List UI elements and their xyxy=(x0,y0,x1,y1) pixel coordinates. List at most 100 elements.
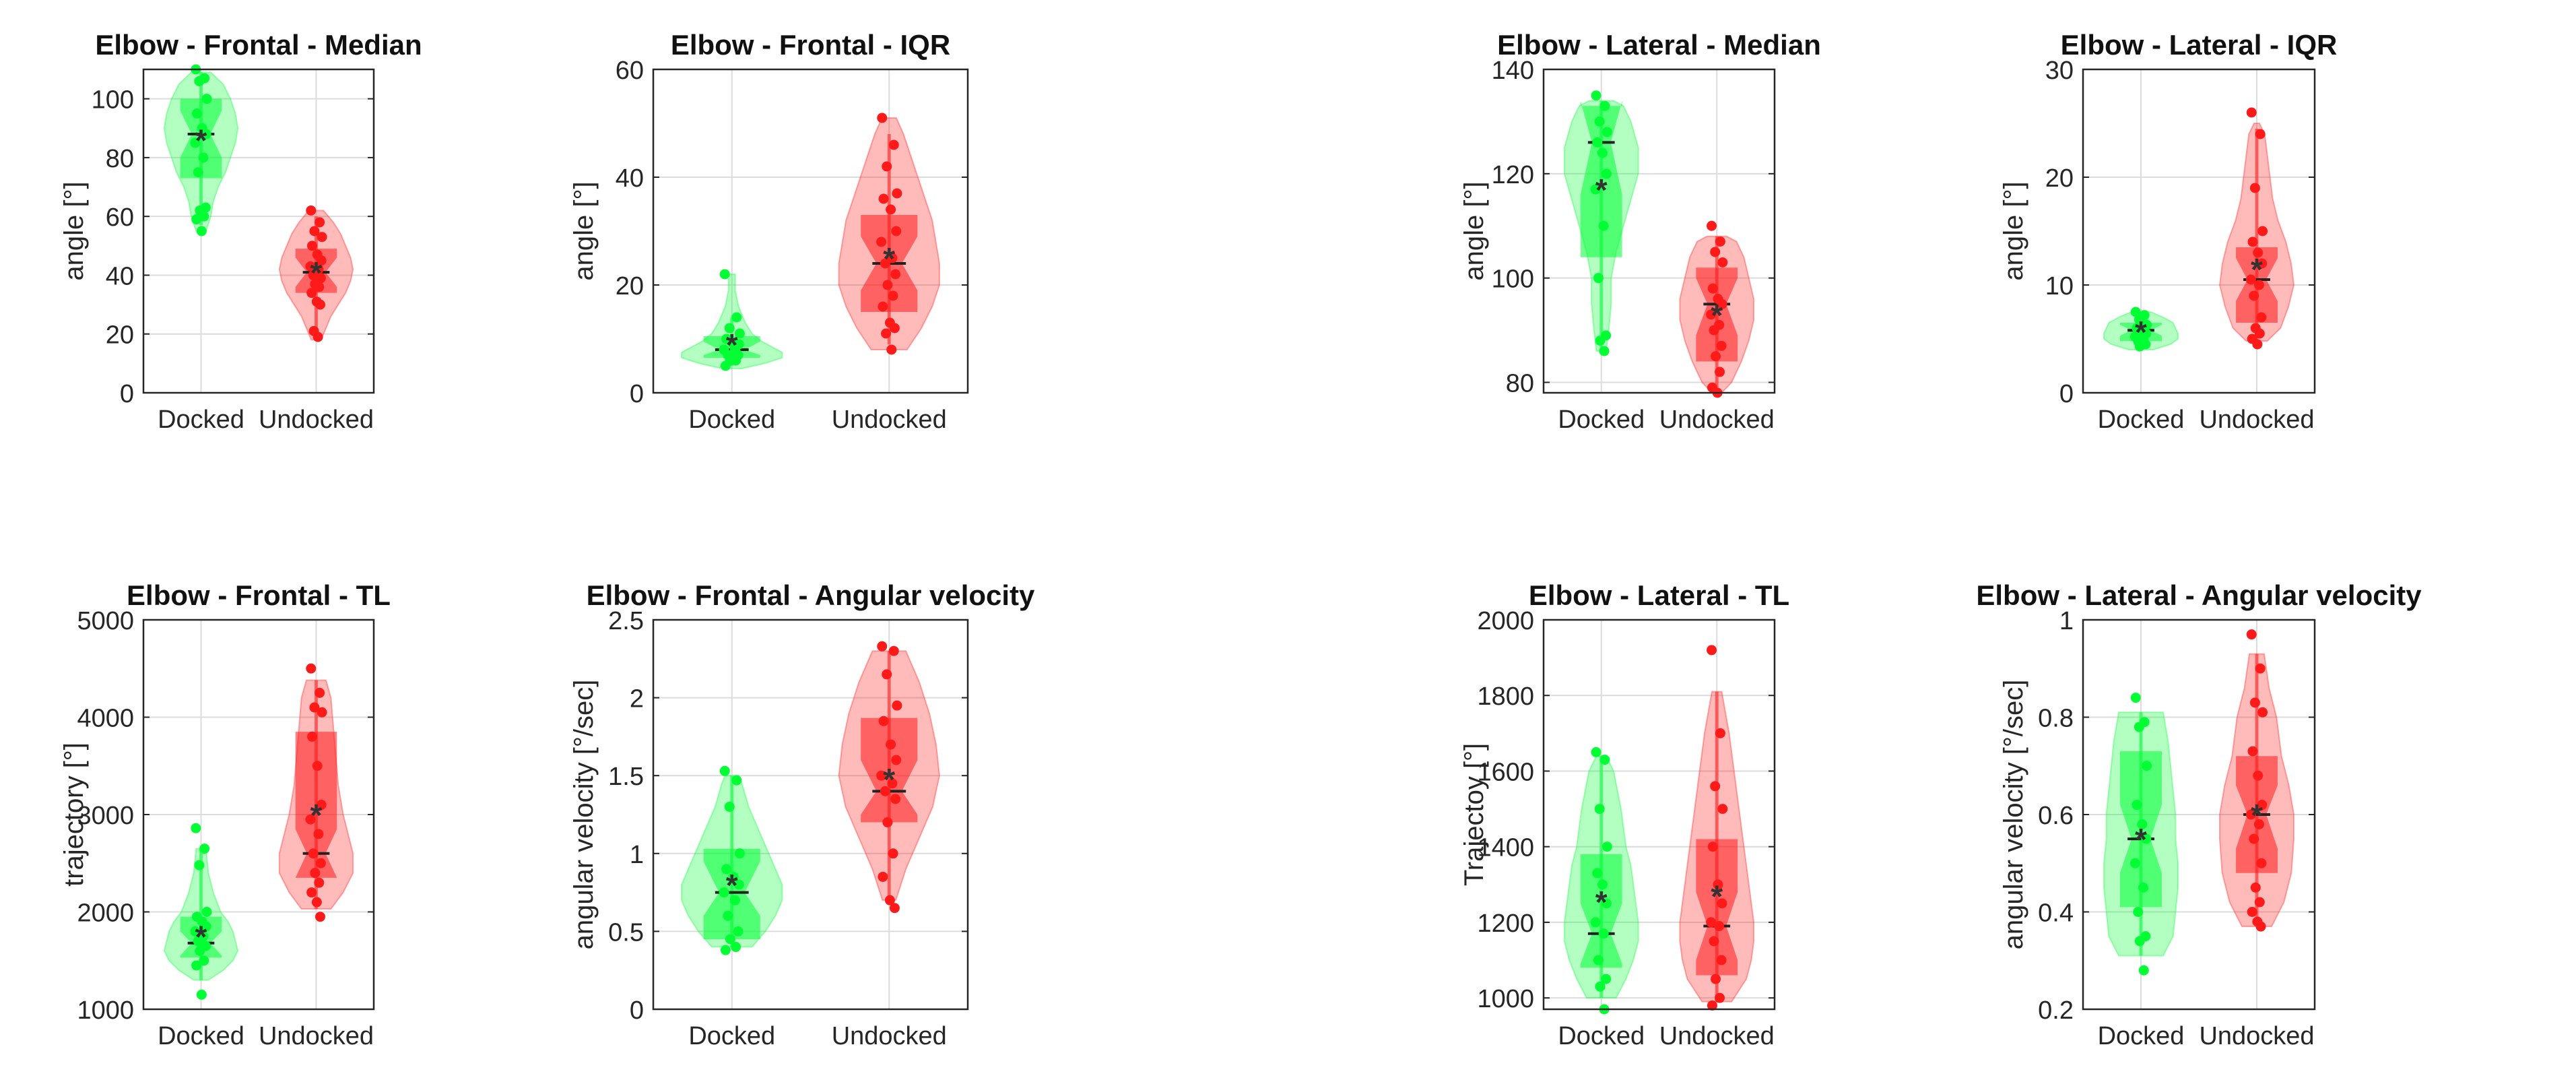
mean-marker: * xyxy=(310,255,323,290)
data-point xyxy=(719,765,730,776)
data-point xyxy=(731,942,741,953)
data-point xyxy=(2132,800,2142,811)
data-point xyxy=(1707,645,1717,656)
data-point xyxy=(880,786,890,796)
data-point xyxy=(2141,833,2152,844)
data-point xyxy=(316,800,327,811)
y-tick-label: 0.6 xyxy=(2038,802,2074,830)
axes-frame xyxy=(652,618,969,1011)
data-point xyxy=(2247,746,2258,757)
data-point xyxy=(1717,257,1728,267)
data-point xyxy=(2252,339,2263,350)
data-point xyxy=(888,645,899,656)
chart-title: Elbow - Frontal - Median xyxy=(95,29,422,61)
axes-frame xyxy=(1542,68,1776,394)
data-point xyxy=(720,360,731,371)
mean-marker: * xyxy=(1711,879,1723,914)
data-point xyxy=(2253,247,2264,258)
data-point xyxy=(306,288,317,298)
y-tick-label: 1 xyxy=(2059,607,2074,635)
chart-panel-8: 0.2 0.4 0.6 0.8 1 * * Docked Undocked Elbow - Lat… xyxy=(1976,579,2422,1050)
chart-title: Elbow - Frontal - Angular velocity xyxy=(587,579,1035,611)
mean-marker: * xyxy=(1711,298,1723,333)
x-tick-label: Undocked xyxy=(259,406,374,434)
data-point xyxy=(1593,955,1604,965)
data-point xyxy=(2129,858,2140,868)
data-point xyxy=(2253,819,2264,829)
violin-group-undocked: * xyxy=(838,641,940,914)
y-tick-label: 30 xyxy=(2045,57,2074,85)
y-axis-label: angle [°] xyxy=(1999,181,2028,280)
data-point xyxy=(1594,804,1605,815)
data-point xyxy=(1711,351,1721,362)
data-point xyxy=(316,255,327,266)
y-tick-label: 20 xyxy=(616,272,644,300)
y-tick-label: 0 xyxy=(630,996,644,1025)
data-point xyxy=(191,823,201,833)
violin-group-undocked: * xyxy=(1679,645,1755,1011)
data-point xyxy=(2255,129,2266,139)
chart-title: Elbow - Lateral - IQR xyxy=(2061,29,2338,61)
data-point xyxy=(892,188,902,199)
mean-marker: * xyxy=(195,123,207,158)
data-point xyxy=(2255,663,2266,674)
data-point xyxy=(2254,897,2265,908)
data-point xyxy=(310,868,321,879)
data-point xyxy=(1706,309,1717,320)
data-point xyxy=(719,269,730,280)
data-point xyxy=(1601,974,1612,984)
data-point xyxy=(1592,868,1603,879)
data-point xyxy=(307,731,318,742)
y-tick-label: 20 xyxy=(2045,164,2074,193)
data-point xyxy=(313,829,324,839)
iqr-box xyxy=(1696,839,1738,976)
violin-group-undocked: * xyxy=(278,663,354,922)
violin-group-docked: * xyxy=(2103,693,2179,976)
data-point xyxy=(892,700,902,711)
data-point xyxy=(1709,936,1719,947)
data-point xyxy=(2257,800,2268,811)
data-point xyxy=(309,226,320,236)
mean-marker: * xyxy=(726,327,738,362)
data-point xyxy=(308,848,319,859)
y-tick-label: 1 xyxy=(630,841,644,869)
data-point xyxy=(1601,898,1612,909)
data-point xyxy=(2253,770,2264,781)
data-point xyxy=(1595,981,1606,992)
data-point xyxy=(1715,236,1725,247)
chart-title: Elbow - Frontal - IQR xyxy=(671,29,950,61)
data-point xyxy=(199,844,210,854)
data-point xyxy=(1710,781,1721,792)
data-point xyxy=(1714,921,1725,932)
x-tick-label: Undocked xyxy=(259,1022,374,1050)
data-point xyxy=(2257,258,2268,269)
data-point xyxy=(2138,965,2149,976)
y-tick-label: 1400 xyxy=(1477,834,1534,862)
x-tick-label: Undocked xyxy=(1659,1022,1775,1050)
data-point xyxy=(315,858,326,868)
data-point xyxy=(2134,936,2145,947)
y-tick-label: 0.2 xyxy=(2038,996,2074,1025)
data-point xyxy=(201,129,211,139)
data-point xyxy=(731,312,742,323)
data-point xyxy=(1590,917,1601,928)
data-point xyxy=(881,328,892,339)
y-axis-label: angle [°] xyxy=(1459,181,1489,280)
x-tick-label: Docked xyxy=(2098,406,2185,434)
mean-marker: * xyxy=(1595,172,1608,208)
data-point xyxy=(2257,226,2268,236)
data-point xyxy=(2249,290,2259,301)
x-tick-label: Docked xyxy=(2098,1022,2185,1050)
data-point xyxy=(193,167,203,178)
data-point xyxy=(1601,168,1612,179)
data-point xyxy=(1599,100,1610,111)
data-point xyxy=(1597,879,1608,890)
y-tick-label: 20 xyxy=(106,321,134,350)
violin-group-docked: * xyxy=(1563,90,1639,356)
data-point xyxy=(877,113,888,123)
data-point xyxy=(2133,907,2144,917)
data-point xyxy=(882,669,892,680)
data-point xyxy=(890,794,901,804)
axes-frame xyxy=(652,68,969,394)
y-axis-label: angular velocity [°/sec] xyxy=(569,680,599,950)
